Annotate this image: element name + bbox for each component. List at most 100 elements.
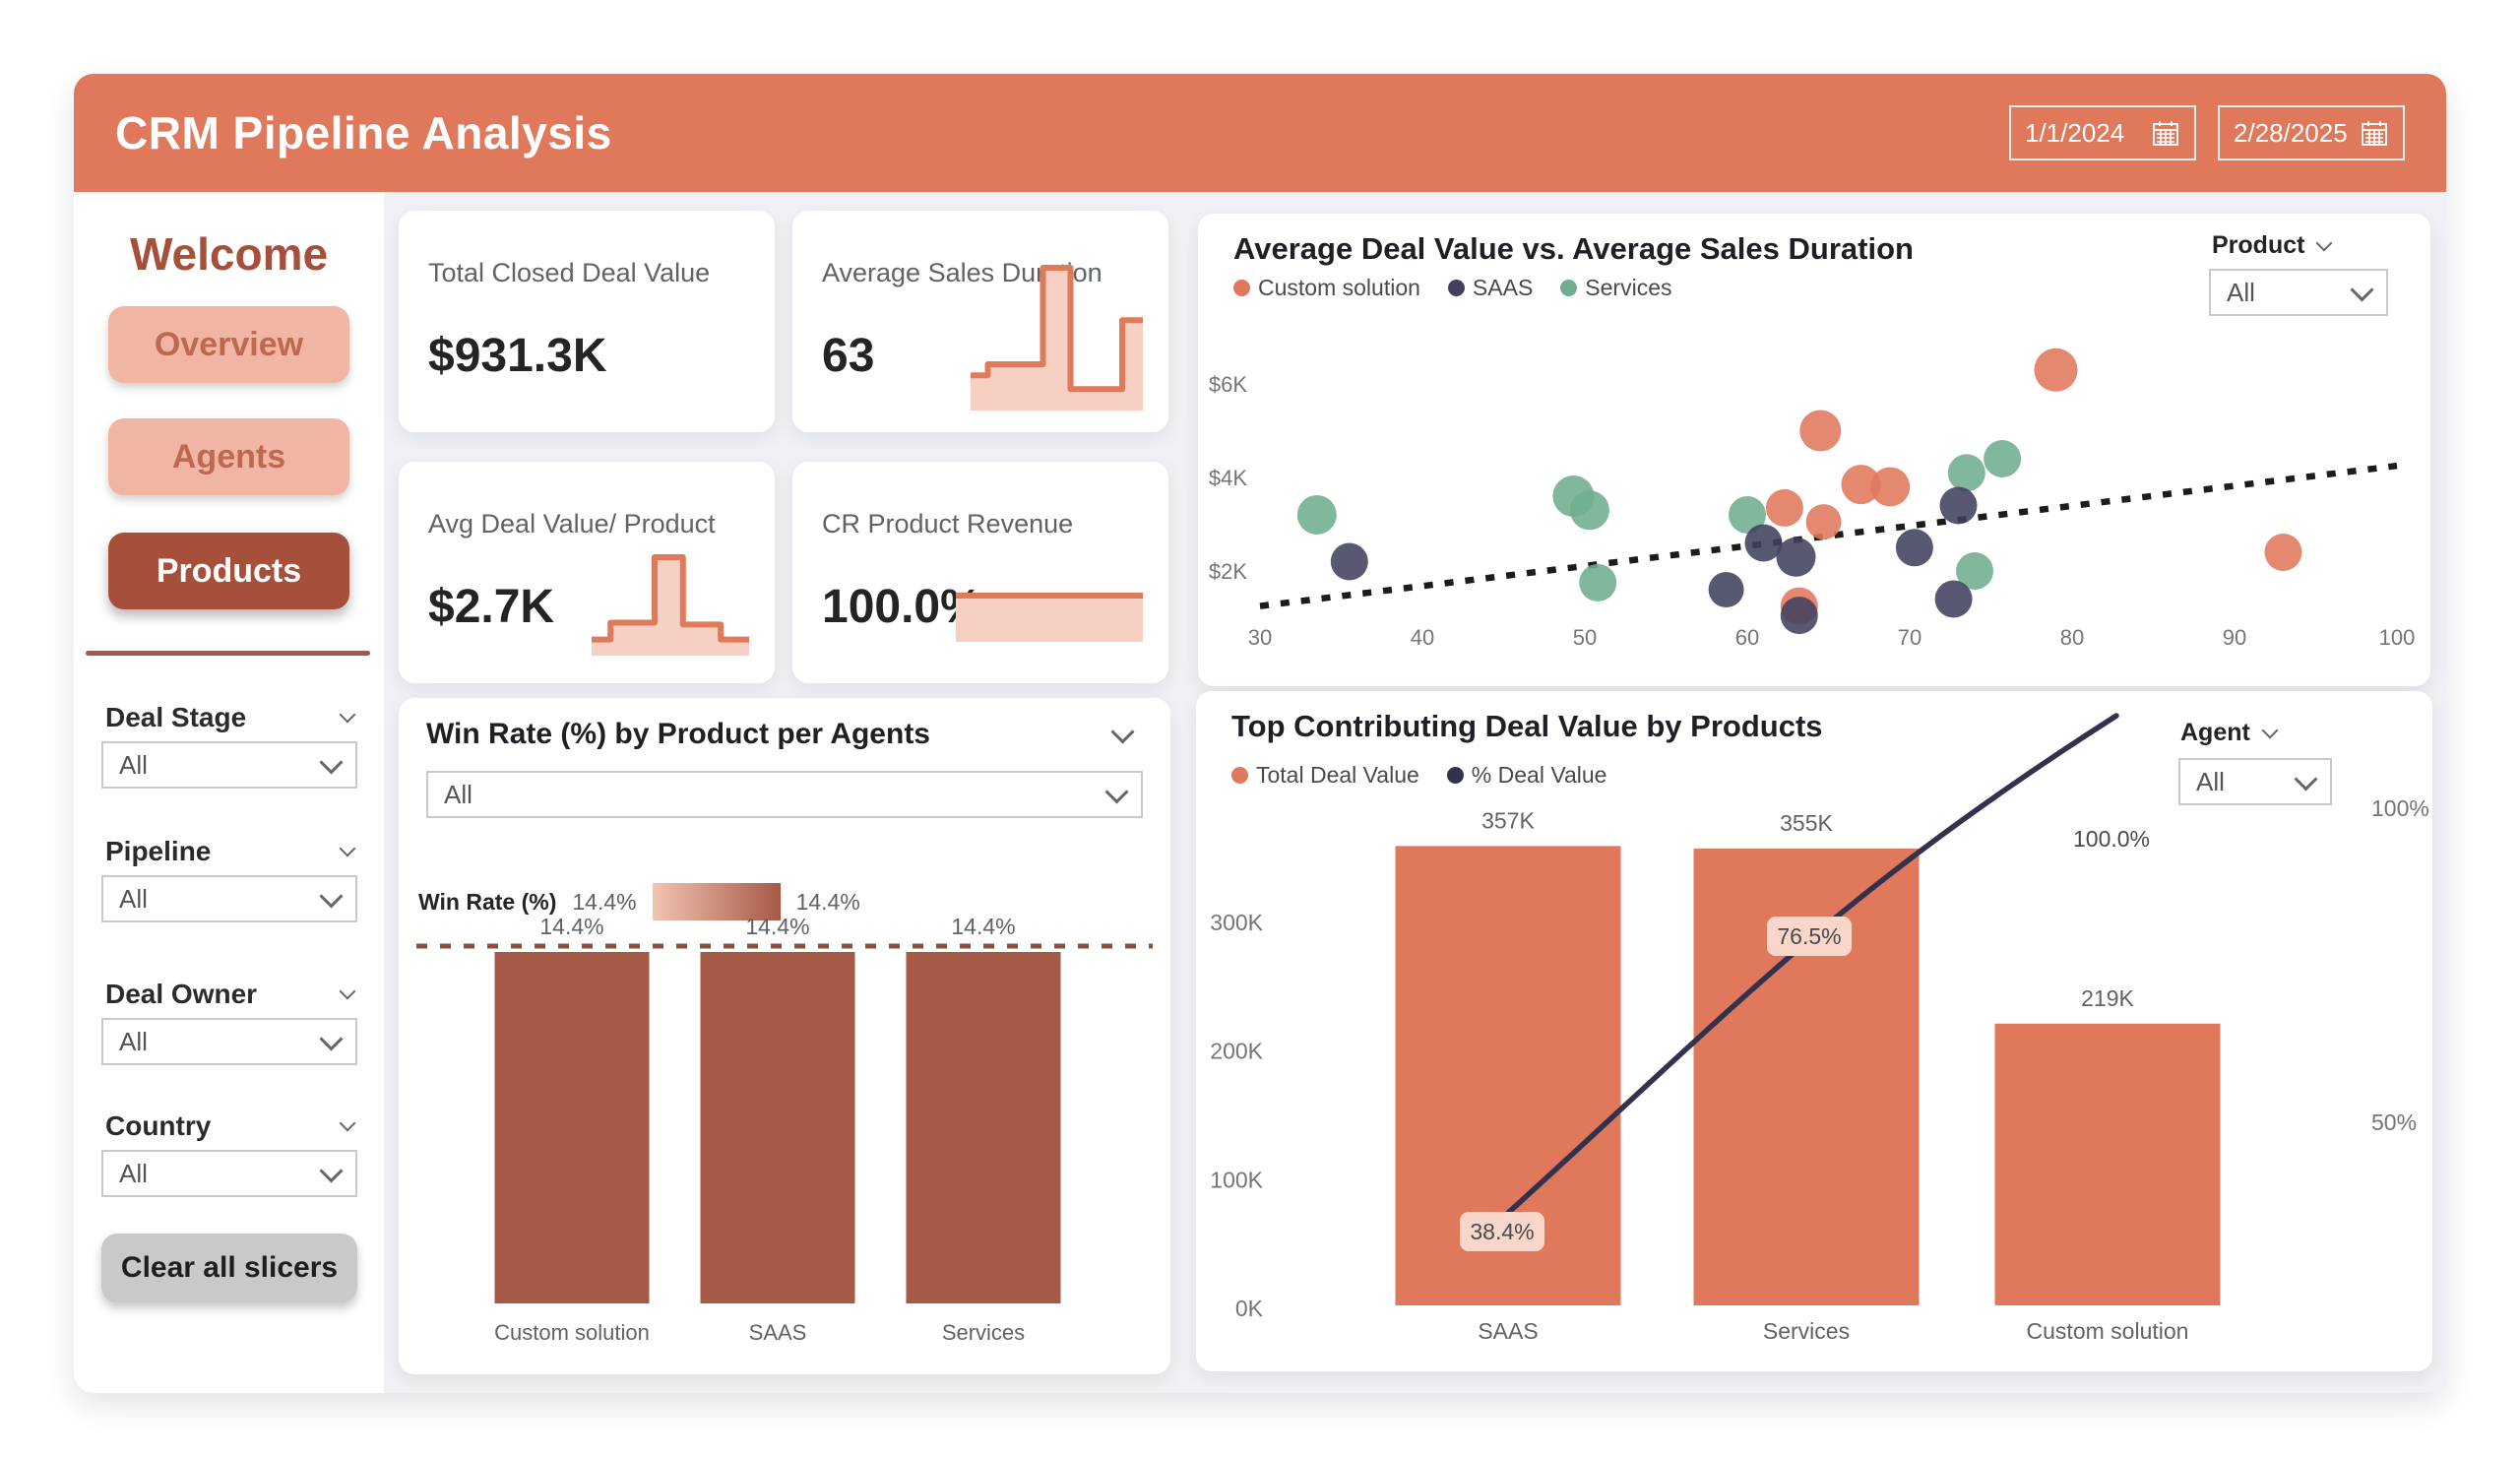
line-value-label: 100.0% xyxy=(2073,826,2150,852)
chevron-down-icon[interactable] xyxy=(339,1114,356,1132)
x-axis-label: Services xyxy=(1763,1318,1850,1344)
chevron-down-icon xyxy=(319,749,344,775)
kpi-value: $2.7K xyxy=(428,581,555,633)
calendar-icon xyxy=(2362,121,2387,146)
legend-label: Total Deal Value xyxy=(1256,762,1419,788)
x-axis-tick: 100 xyxy=(2379,625,2416,650)
chevron-down-icon[interactable] xyxy=(2261,722,2279,738)
scatter-point-custom-solution[interactable] xyxy=(2264,534,2302,571)
chevron-down-icon[interactable] xyxy=(339,982,356,1000)
scatter-point-services[interactable] xyxy=(1296,495,1337,535)
scatter-point-saas[interactable] xyxy=(1708,572,1744,607)
start-date-input[interactable]: 1/1/2024 xyxy=(2009,105,2196,160)
slicer-value: All xyxy=(119,883,148,914)
kpi-value: 100.0% xyxy=(822,581,982,633)
scatter-chart-title: Average Deal Value vs. Average Sales Dur… xyxy=(1233,231,1914,266)
win-rate-filter-select[interactable]: All xyxy=(426,771,1143,818)
scatter-point-saas[interactable] xyxy=(1934,580,1973,618)
win-rate-legend: Win Rate (%) 14.4% 14.4% xyxy=(418,883,860,920)
bar-value-label: 355K xyxy=(1780,810,1833,836)
legend-label: SAAS xyxy=(1472,275,1534,300)
slicer-header: Country xyxy=(101,1110,357,1142)
win-rate-legend-min: 14.4% xyxy=(572,888,637,915)
chevron-down-icon xyxy=(319,1026,344,1051)
agent-filter-select[interactable]: All xyxy=(2178,758,2332,805)
nav-button-overview[interactable]: Overview xyxy=(108,306,349,383)
bar-value-label: 219K xyxy=(2081,985,2134,1011)
scatter-point-services[interactable] xyxy=(1579,563,1617,602)
slicer-select-country[interactable]: All xyxy=(101,1150,357,1197)
slicer-select-deal-owner[interactable]: All xyxy=(101,1018,357,1065)
sparkline-fill xyxy=(592,557,749,656)
scatter-point-custom-solution[interactable] xyxy=(2034,348,2078,392)
scatter-point-custom-solution[interactable] xyxy=(1805,504,1842,540)
scatter-point-services[interactable] xyxy=(1729,496,1766,534)
win-rate-gradient-bar xyxy=(652,883,781,920)
product-filter-label: Product xyxy=(2212,231,2333,260)
scatter-point-custom-solution[interactable] xyxy=(1765,488,1803,527)
bar-value-label: 14.4% xyxy=(745,914,809,939)
x-axis-tick: 30 xyxy=(1248,625,1272,650)
sparkline-stroke xyxy=(592,554,749,643)
chevron-down-icon xyxy=(319,1158,344,1183)
scatter-point-services[interactable] xyxy=(1569,490,1609,531)
clear-all-slicers-button[interactable]: Clear all slicers xyxy=(101,1234,357,1302)
scatter-point-services[interactable] xyxy=(1956,552,1993,590)
x-axis-tick: 40 xyxy=(1411,625,1434,650)
bar-saas[interactable] xyxy=(700,952,855,1303)
line-label-pill xyxy=(1767,917,1852,956)
left-axis-tick: 300K xyxy=(1210,910,1263,935)
kpi-title: Avg Deal Value/ Product xyxy=(428,509,716,538)
chevron-down-icon[interactable] xyxy=(339,840,356,857)
slicer-value: All xyxy=(119,1026,148,1056)
y-axis-tick: $6K xyxy=(1209,372,1247,397)
kpi-value: $931.3K xyxy=(428,330,607,382)
chevron-down-icon[interactable] xyxy=(339,706,356,724)
right-axis-tick: 50% xyxy=(2371,1109,2417,1135)
legend-item-deal-value: % Deal Value xyxy=(1446,762,1607,789)
date-range: 1/1/2024 2/28/2025 xyxy=(1987,105,2405,160)
scatter-legend: Custom solution SAAS Services xyxy=(1233,275,1672,301)
kpi-sparkline xyxy=(971,265,1143,411)
slicer-value: All xyxy=(119,1158,148,1188)
nav-button-agents[interactable]: Agents xyxy=(108,418,349,495)
agent-filter-label: Agent xyxy=(2180,719,2279,747)
legend-label: Custom solution xyxy=(1258,275,1420,300)
scatter-point-saas[interactable] xyxy=(1330,542,1368,581)
bar-custom-solution[interactable] xyxy=(1994,1023,2221,1305)
scatter-point-saas[interactable] xyxy=(1895,529,1933,567)
scatter-point-saas[interactable] xyxy=(1744,524,1783,562)
scatter-point-saas[interactable] xyxy=(1780,597,1818,635)
scatter-point-saas[interactable] xyxy=(1776,537,1816,577)
x-axis-label: SAAS xyxy=(1478,1318,1538,1344)
scatter-point-custom-solution[interactable] xyxy=(1799,410,1842,452)
scatter-plot: $2K $4K $6K 30 40 50 60 70 80 90 100 xyxy=(1209,348,2416,650)
scatter-point-custom-solution[interactable] xyxy=(1870,467,1911,507)
scatter-point-custom-solution[interactable] xyxy=(1841,465,1881,505)
left-axis-tick: 200K xyxy=(1210,1039,1263,1064)
left-axis-tick: 100K xyxy=(1210,1167,1263,1192)
bar-services[interactable] xyxy=(906,952,1061,1303)
slicer-select-pipeline[interactable]: All xyxy=(101,875,357,922)
scatter-chart-card: Average Deal Value vs. Average Sales Dur… xyxy=(1198,214,2430,686)
legend-label: % Deal Value xyxy=(1471,762,1607,788)
welcome-heading: Welcome xyxy=(129,228,329,280)
slicer-header: Pipeline xyxy=(101,836,357,867)
slicer-label: Deal Stage xyxy=(105,702,247,732)
bar-custom-solution[interactable] xyxy=(494,952,650,1303)
slicer-country: Country All xyxy=(101,1110,357,1197)
win-rate-legend-max: 14.4% xyxy=(795,888,860,915)
scatter-point-services[interactable] xyxy=(1947,454,1985,492)
legend-dot xyxy=(1231,767,1248,784)
scatter-point-services[interactable] xyxy=(1984,440,2022,477)
scatter-point-saas[interactable] xyxy=(1939,486,1978,525)
sparkline-stroke xyxy=(971,265,1143,393)
nav-button-products[interactable]: Products xyxy=(108,533,349,609)
slicer-header: Deal Owner xyxy=(101,979,357,1010)
combo-chart-card: 0K 100K 200K 300K 100% 50% 357K SAAS 355K Service… xyxy=(1196,691,2432,1371)
end-date-input[interactable]: 2/28/2025 xyxy=(2218,105,2405,160)
combo-plot: 0K 100K 200K 300K 100% 50% 357K SAAS 355K Service… xyxy=(1210,713,2429,1344)
x-axis-tick: 50 xyxy=(1573,625,1597,650)
slicer-select-deal-stage[interactable]: All xyxy=(101,741,357,789)
product-filter-select[interactable]: All xyxy=(2209,269,2388,316)
